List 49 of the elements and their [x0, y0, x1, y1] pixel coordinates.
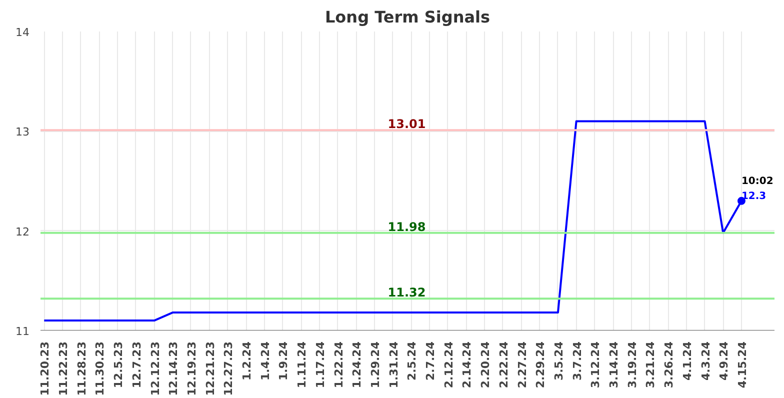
x-tick-label: 12.7.23: [130, 341, 144, 388]
x-tick-label: 12.27.23: [222, 342, 236, 396]
x-tick-label: 2.7.24: [424, 341, 438, 380]
x-tick-label: 11.22.23: [57, 342, 70, 396]
y-tick-label: 12: [16, 225, 30, 238]
x-tick-label: 11.28.23: [75, 342, 88, 396]
x-tick-label: 12.5.23: [112, 341, 126, 388]
ref-line-label: 11.98: [388, 220, 426, 234]
x-tick-label: 12.19.23: [185, 342, 198, 396]
x-tick-label: 12.14.23: [167, 342, 180, 396]
x-tick-label: 12.12.23: [148, 342, 162, 396]
y-tick-label: 11: [16, 325, 30, 338]
x-tick-label: 2.20.24: [479, 341, 492, 388]
x-tick-label: 2.27.24: [516, 341, 529, 388]
ref-line-label: 13.01: [388, 117, 426, 132]
x-tick-label: 2.5.24: [406, 341, 419, 380]
x-tick-label: 11.20.23: [38, 342, 52, 396]
x-tick-label: 1.9.24: [277, 341, 290, 380]
x-tick-label: 3.19.24: [626, 341, 639, 388]
x-tick-label: 2.14.24: [460, 341, 474, 388]
x-tick-label: 2.22.24: [497, 341, 510, 388]
x-tick-label: 11.30.23: [94, 342, 107, 396]
x-tick-label: 1.22.24: [332, 341, 346, 388]
x-tick-label: 1.24.24: [350, 341, 364, 388]
x-tick-label: 4.3.24: [699, 341, 712, 380]
x-tick-label: 2.12.24: [442, 341, 456, 388]
x-tick-label: 1.4.24: [258, 341, 272, 380]
y-tick-label: 13: [16, 126, 30, 139]
x-tick-label: 4.15.24: [736, 341, 749, 388]
x-tick-label: 1.31.24: [387, 341, 400, 388]
x-tick-label: 3.21.24: [644, 341, 658, 388]
x-tick-label: 3.14.24: [608, 341, 621, 388]
x-tick-label: 1.11.24: [296, 341, 309, 388]
annotation: 10:02: [741, 176, 774, 187]
chart-title: Long Term Signals: [324, 8, 490, 26]
ref-line-label: 11.32: [388, 286, 426, 300]
y-tick-label: 14: [16, 26, 30, 39]
x-tick-label: 3.26.24: [662, 341, 676, 388]
x-tick-label: 12.21.23: [204, 342, 217, 396]
x-tick-label: 1.29.24: [368, 341, 382, 388]
x-tick-label: 3.12.24: [589, 341, 602, 388]
x-tick-label: 2.29.24: [534, 341, 548, 388]
annotation: 12.3: [741, 190, 766, 202]
x-tick-label: 4.9.24: [718, 341, 731, 380]
x-tick-label: 1.2.24: [240, 341, 254, 380]
x-tick-label: 3.5.24: [552, 341, 566, 380]
x-tick-label: 3.7.24: [570, 341, 584, 380]
x-tick-label: 1.17.24: [314, 341, 327, 388]
x-tick-label: 4.1.24: [680, 341, 694, 380]
